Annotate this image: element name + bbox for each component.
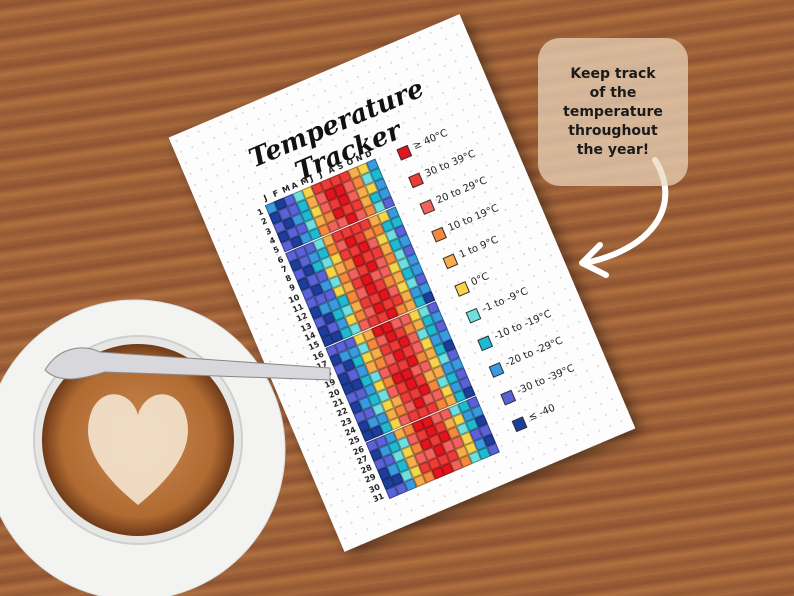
callout-line: of the bbox=[589, 84, 637, 101]
callout: Keep track of the temperature throughout the… bbox=[538, 38, 688, 186]
callout-line: the year! bbox=[576, 141, 650, 158]
latte-art bbox=[88, 394, 188, 505]
spoon bbox=[44, 347, 331, 381]
callout-line: throughout bbox=[568, 122, 658, 139]
callout-line: temperature bbox=[563, 103, 663, 120]
callout-line: Keep track bbox=[570, 65, 656, 82]
arrow-head bbox=[579, 242, 609, 278]
